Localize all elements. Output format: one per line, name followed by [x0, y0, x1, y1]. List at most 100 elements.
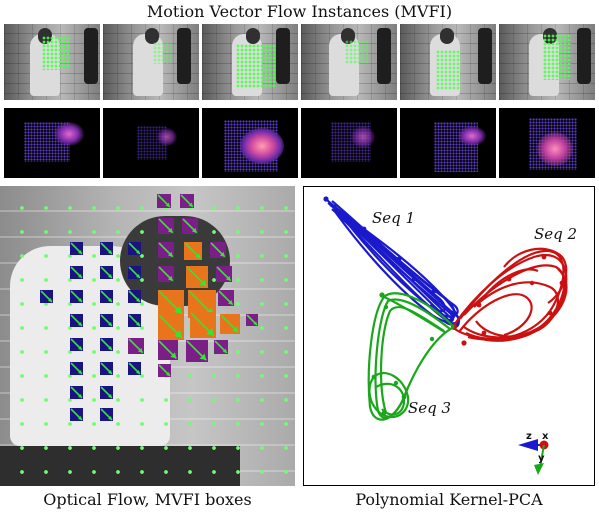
flow-arrow-icon	[100, 362, 113, 375]
mvfi-box	[100, 290, 113, 303]
mvfi-box	[70, 362, 83, 375]
flow-magnitude-1	[4, 108, 100, 178]
axis-label-z: z	[526, 431, 532, 442]
mvfi-box	[210, 242, 226, 258]
axis-label-x: x	[542, 431, 549, 442]
flow-magnitude-5	[400, 108, 496, 178]
flow-arrow-icon	[186, 340, 207, 361]
mvfi-box	[157, 194, 171, 208]
flow-arrow-icon	[70, 242, 83, 255]
mvfi-box	[128, 290, 141, 303]
flow-arrow-icon	[128, 362, 141, 375]
mvfi-box	[70, 338, 83, 351]
flow-arrow-icon	[100, 242, 113, 255]
mvfi-box	[158, 218, 174, 234]
flow-arrow-icon	[186, 266, 207, 287]
mvfi-box	[70, 242, 83, 255]
mvfi-box	[40, 290, 53, 303]
label-seq3: Seq 3	[408, 399, 452, 417]
mvfi-box	[158, 364, 171, 377]
video-frame-1	[4, 24, 100, 100]
flow-arrow-icon	[158, 364, 171, 377]
mvfi-box	[158, 266, 174, 282]
mvfi-box	[214, 340, 228, 354]
flow-arrow-icon	[128, 242, 141, 255]
flow-magnitude-4	[301, 108, 397, 178]
flow-arrow-icon	[210, 242, 226, 258]
mvfi-box	[70, 266, 83, 279]
caption-optical-flow: Optical Flow, MVFI boxes	[43, 490, 252, 509]
flow-arrow-icon	[70, 314, 83, 327]
mvfi-box	[218, 290, 234, 306]
flow-arrow-icon	[246, 314, 258, 326]
flow-arrow-icon	[70, 290, 83, 303]
mvfi-box	[70, 314, 83, 327]
flow-arrow-icon	[128, 338, 144, 354]
mvfi-box	[186, 266, 208, 288]
mvfi-box	[128, 314, 141, 327]
mvfi-box	[220, 314, 240, 334]
mvfi-box	[100, 362, 113, 375]
flow-arrow-icon	[70, 266, 83, 279]
flow-arrow-icon	[218, 290, 234, 306]
seq2-trajectory	[452, 247, 568, 342]
mvfi-box	[182, 218, 198, 234]
flow-arrow-icon	[100, 408, 113, 421]
kernel-pca-plot	[323, 196, 568, 475]
flow-arrow-icon	[184, 242, 202, 260]
mvfi-box	[70, 408, 83, 421]
flow-arrow-icon	[70, 386, 83, 399]
flow-arrow-icon	[158, 266, 174, 282]
flow-arrow-icon	[214, 340, 228, 354]
mvfi-box	[158, 314, 184, 340]
label-seq2: Seq 2	[534, 225, 578, 243]
axes-triad	[518, 439, 549, 475]
mvfi-box	[158, 340, 178, 360]
flow-arrow-icon	[100, 338, 113, 351]
flow-arrow-icon	[40, 290, 53, 303]
mvfi-box	[100, 408, 113, 421]
figure-title: Motion Vector Flow Instances (MVFI)	[146, 2, 453, 21]
label-seq1: Seq 1	[372, 209, 416, 227]
video-frame-4	[301, 24, 397, 100]
mvfi-box	[100, 338, 113, 351]
flow-arrow-icon	[158, 340, 177, 359]
mvfi-box	[70, 386, 83, 399]
video-frame-5	[400, 24, 496, 100]
flow-arrow-icon	[70, 408, 83, 421]
kernel-pca-panel: Seq 1 Seq 2 Seq 3 z x y	[303, 186, 595, 486]
axis-label-y: y	[538, 453, 545, 464]
flow-magnitude-6	[499, 108, 595, 178]
mvfi-box	[180, 194, 194, 208]
mvfi-box	[100, 266, 113, 279]
mvfi-box	[128, 242, 141, 255]
flow-arrow-icon	[158, 290, 183, 315]
mvfi-box	[100, 242, 113, 255]
mvfi-box	[100, 386, 113, 399]
flow-magnitude-3	[202, 108, 298, 178]
mvfi-box	[128, 362, 141, 375]
flow-arrow-icon	[182, 218, 198, 234]
optical-flow-panel	[0, 186, 295, 486]
flow-arrow-icon	[158, 218, 174, 234]
flow-arrow-icon	[158, 242, 174, 258]
seq1-trajectory	[325, 198, 461, 329]
mvfi-box	[186, 340, 208, 362]
mvfi-box	[158, 290, 184, 316]
video-frame-2	[103, 24, 199, 100]
flow-arrow-icon	[128, 314, 141, 327]
flow-arrow-icon	[158, 314, 183, 339]
mvfi-box	[246, 314, 258, 326]
mvfi-box	[190, 312, 216, 338]
flow-arrow-icon	[100, 290, 113, 303]
flow-arrow-icon	[157, 194, 171, 208]
seq3-trajectory	[367, 292, 455, 421]
video-frame-3	[202, 24, 298, 100]
mvfi-box	[216, 266, 232, 282]
mvfi-box	[100, 314, 113, 327]
flow-arrow-icon	[216, 266, 232, 282]
mvfi-box	[70, 290, 83, 303]
caption-kernel-pca: Polynomial Kernel-PCA	[355, 490, 543, 509]
flow-arrow-icon	[100, 314, 113, 327]
mvfi-box	[128, 338, 144, 354]
